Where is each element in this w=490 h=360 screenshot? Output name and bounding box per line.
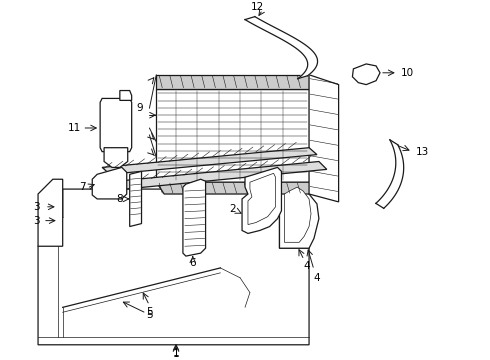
Polygon shape [120,90,132,100]
Polygon shape [156,89,309,182]
Text: 4: 4 [304,261,310,271]
Polygon shape [245,17,318,79]
Text: 13: 13 [416,147,429,157]
Polygon shape [38,189,309,345]
Text: 9: 9 [136,103,143,113]
Text: 10: 10 [401,68,414,78]
Text: 5: 5 [146,310,153,320]
Polygon shape [242,167,281,233]
Polygon shape [248,173,275,225]
Polygon shape [156,75,309,89]
Polygon shape [309,75,339,202]
Polygon shape [376,140,404,208]
Polygon shape [102,148,317,174]
Polygon shape [92,167,127,199]
Text: 3: 3 [33,216,39,226]
Polygon shape [183,179,206,256]
Polygon shape [100,98,132,152]
Text: 6: 6 [190,258,196,268]
Text: 8: 8 [117,194,123,204]
Text: 5: 5 [146,307,153,317]
Text: 1: 1 [172,348,179,359]
Text: 3: 3 [33,202,39,212]
Polygon shape [117,162,327,189]
Polygon shape [352,64,380,85]
Text: 11: 11 [68,123,81,133]
Text: 7: 7 [79,182,86,192]
Polygon shape [104,148,128,167]
Text: 2: 2 [229,204,236,214]
Text: 12: 12 [251,2,265,12]
Text: 1: 1 [172,348,179,358]
Polygon shape [284,187,311,242]
Polygon shape [156,182,317,194]
Polygon shape [130,171,142,226]
Polygon shape [279,179,319,248]
Polygon shape [38,179,63,246]
Text: 4: 4 [314,273,320,283]
